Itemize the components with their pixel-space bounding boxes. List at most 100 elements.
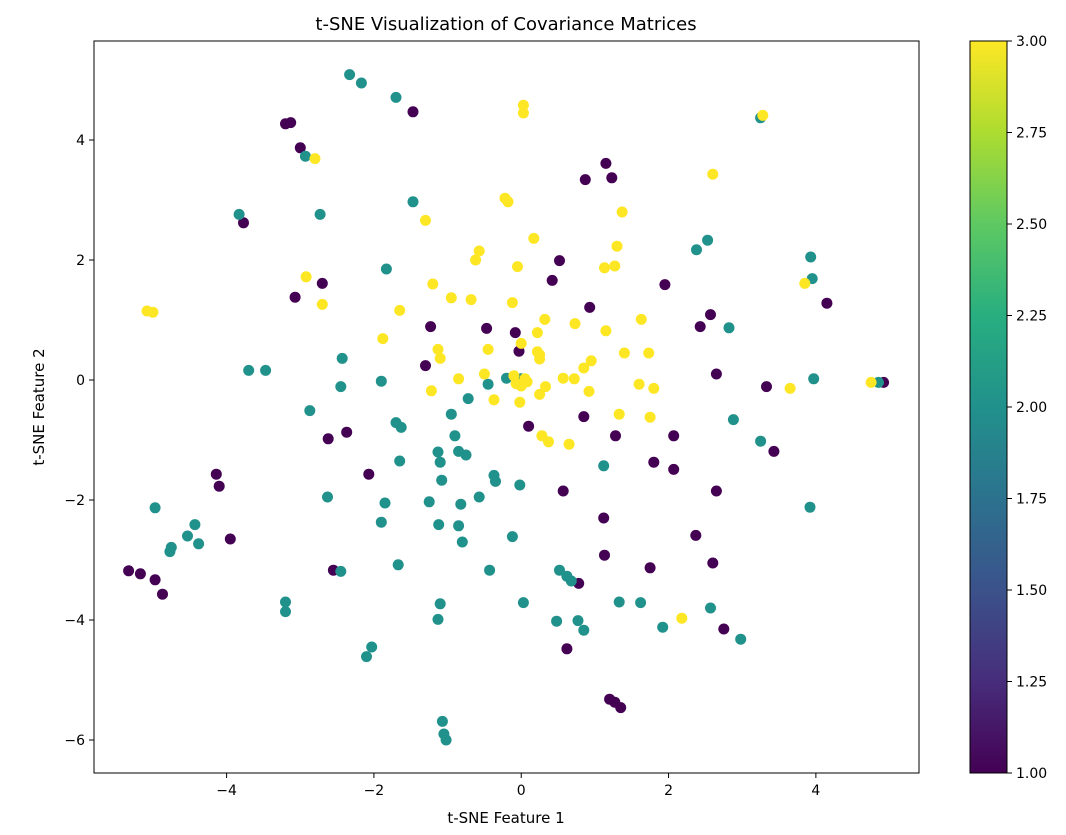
scatter-point-class-1-42	[668, 463, 680, 475]
x-axis-title: t-SNE Feature 1	[447, 809, 564, 827]
scatter-point-class-3-32	[514, 396, 526, 408]
scatter-point-class-3-13	[432, 343, 444, 355]
colorbar-tick-label: 2.25	[1016, 309, 1047, 325]
scatter-point-class-2-27	[189, 519, 201, 531]
scatter-point-class-2-13	[375, 375, 387, 387]
scatter-point-class-2-47	[490, 475, 501, 487]
scatter-point-class-1-6	[289, 291, 301, 303]
scatter-point-class-1-50	[694, 321, 706, 333]
y-axis-title: t-SNE Feature 2	[30, 348, 48, 465]
scatter-point-class-3-15	[425, 385, 437, 397]
scatter-point-class-1-51	[705, 309, 716, 321]
scatter-point-class-2-12	[304, 405, 316, 417]
plot-area	[93, 40, 920, 774]
scatter-point-class-3-33	[528, 232, 540, 244]
scatter-point-class-1-19	[157, 588, 168, 600]
y-tick-label: −4	[64, 613, 85, 629]
scatter-point-class-2-80	[808, 373, 820, 385]
scatter-point-class-2-69	[657, 621, 669, 633]
scatter-point-class-2-41	[462, 393, 474, 405]
scatter-point-class-2-16	[394, 455, 406, 467]
x-tick-label: 0	[517, 783, 526, 799]
scatter-point-class-3-47	[578, 362, 590, 374]
scatter-point-class-2-0	[344, 69, 356, 81]
y-tick-label: 2	[76, 253, 85, 269]
scatter-point-class-2-49	[484, 564, 496, 576]
scatter-point-class-2-20	[392, 559, 404, 571]
scatter-point-class-2-59	[517, 597, 529, 609]
scatter-point-class-2-74	[723, 322, 735, 334]
scatter-point-class-1-30	[600, 157, 612, 169]
scatter-point-class-1-13	[213, 480, 225, 492]
scatter-point-class-3-67	[865, 376, 877, 388]
scatter-point-class-2-28	[182, 530, 193, 542]
scatter-point-class-2-45	[456, 536, 468, 548]
colorbar-tick-label: 1.75	[1016, 492, 1047, 508]
scatter-point-class-3-48	[583, 385, 595, 397]
scatter-point-class-2-7	[380, 263, 392, 275]
scatter-point-class-2-23	[280, 606, 291, 618]
scatter-point-class-2-18	[379, 497, 391, 509]
scatter-point-class-2-62	[565, 575, 577, 587]
scatter-point-class-2-52	[436, 715, 448, 727]
colorbar-tick-label: 2.00	[1016, 400, 1047, 416]
colorbar-tick-label: 2.75	[1016, 126, 1047, 142]
scatter-point-class-2-68	[635, 597, 647, 609]
scatter-point-class-1-29	[579, 174, 591, 186]
colorbar-tick-label: 1.00	[1016, 766, 1047, 782]
scatter-point-class-1-4	[238, 217, 249, 229]
scatter-point-class-2-19	[375, 516, 387, 528]
scatter-point-class-2-43	[455, 498, 467, 510]
scatter-point-class-2-60	[554, 564, 565, 576]
scatter-point-class-3-19	[488, 394, 500, 406]
scatter-point-class-3-14	[434, 352, 446, 364]
scatter-point-class-3-62	[676, 612, 688, 624]
scatter-point-class-2-76	[755, 435, 767, 447]
scatter-point-class-2-5	[314, 208, 326, 220]
scatter-point-class-3-11	[470, 254, 482, 266]
scatter-point-class-3-24	[512, 261, 523, 273]
scatter-point-class-2-1	[355, 77, 367, 89]
scatter-point-class-2-22	[280, 596, 291, 608]
scatter-point-class-2-33	[434, 456, 446, 468]
scatter-point-class-2-38	[449, 430, 461, 442]
scatter-point-class-3-8	[427, 278, 439, 290]
scatter-point-class-3-44	[563, 438, 575, 450]
scatter-point-class-3-53	[611, 240, 623, 252]
scatter-point-class-3-37	[534, 353, 546, 365]
plot-frame	[93, 40, 920, 774]
scatter-point-class-1-41	[668, 430, 680, 442]
scatter-point-class-1-2	[294, 142, 306, 154]
scatter-point-class-1-1	[285, 117, 297, 129]
scatter-point-class-3-56	[613, 408, 625, 420]
y-tick-label: −2	[64, 493, 85, 509]
scatter-point-class-3-3	[316, 298, 328, 310]
scatter-point-class-1-24	[546, 274, 558, 286]
scatter-point-class-3-58	[633, 378, 645, 390]
scatter-point-class-3-65	[799, 277, 811, 289]
scatter-point-class-3-51	[600, 325, 612, 337]
scatter-point-class-3-54	[616, 206, 628, 218]
scatter-point-class-1-46	[707, 557, 719, 569]
scatter-point-class-2-66	[598, 460, 610, 472]
scatter-point-class-1-8	[425, 321, 437, 333]
scatter-point-class-3-43	[557, 372, 569, 384]
scatter-point-class-3-40	[539, 313, 551, 325]
scatter-point-class-2-6	[407, 196, 419, 208]
scatter-point-class-3-42	[543, 436, 554, 448]
scatter-point-class-3-0	[309, 153, 321, 165]
scatter-point-class-2-24	[366, 641, 378, 653]
scatter-point-class-3-16	[453, 373, 465, 385]
scatter-point-class-1-21	[509, 327, 521, 339]
colorbar-ticks: 1.00 1.25 1.50 1.75 2.00 2.25 2.50 2.75 3.00	[1007, 34, 1047, 782]
scatter-point-class-1-31	[606, 172, 618, 184]
colorbar-tick-label: 3.00	[1016, 34, 1047, 50]
scatter-point-class-3-23	[517, 107, 529, 119]
scatter-point-class-1-18	[149, 574, 161, 586]
scatter-point-class-1-45	[690, 529, 702, 541]
scatter-points	[123, 69, 890, 746]
scatter-point-class-2-15	[395, 421, 407, 433]
scatter-point-class-1-10	[341, 426, 353, 438]
scatter-point-class-3-60	[644, 411, 656, 423]
